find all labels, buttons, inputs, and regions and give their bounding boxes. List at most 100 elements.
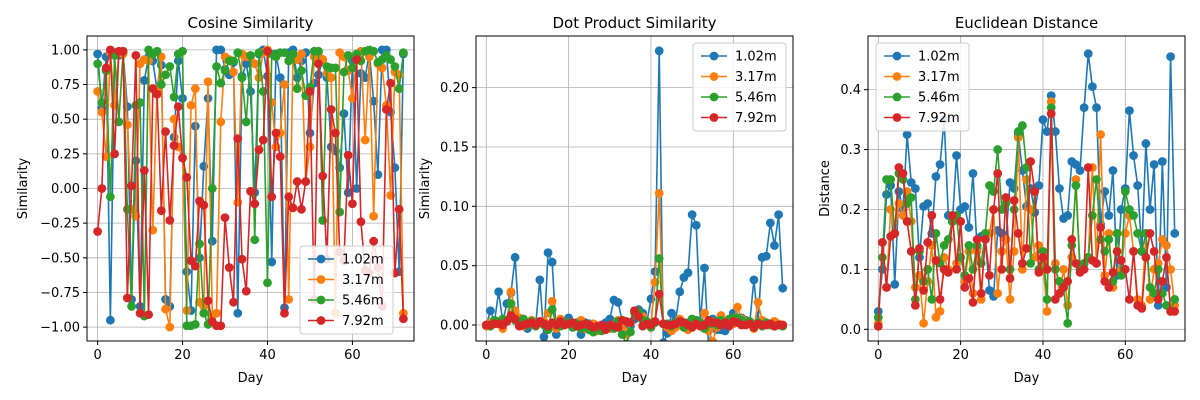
data-point	[1170, 294, 1180, 304]
data-point	[486, 306, 495, 316]
data-point	[890, 279, 900, 289]
data-point	[127, 301, 136, 311]
y-tick-label: 0.05	[440, 259, 469, 274]
data-point	[964, 273, 974, 283]
data-point	[774, 210, 783, 220]
data-point	[1166, 264, 1175, 274]
data-point	[173, 102, 183, 112]
data-point	[1005, 273, 1015, 283]
data-point	[105, 192, 115, 202]
data-point	[1120, 229, 1130, 238]
data-point	[246, 186, 255, 196]
data-point	[280, 308, 289, 318]
data-point	[1022, 244, 1031, 253]
data-point	[178, 46, 187, 56]
data-point	[394, 84, 404, 94]
x-tick-label: 0	[93, 348, 101, 363]
data-point	[1071, 181, 1081, 190]
data-point	[1092, 103, 1101, 113]
data-point	[1055, 184, 1064, 193]
x-tick-label: 0	[874, 348, 882, 363]
data-point	[902, 217, 912, 226]
data-point	[144, 310, 153, 320]
data-point	[1009, 196, 1019, 205]
data-point	[1042, 264, 1052, 274]
data-point	[135, 308, 145, 318]
data-point	[985, 270, 994, 280]
data-point	[931, 256, 941, 265]
data-point	[935, 294, 945, 304]
data-point	[878, 238, 887, 247]
data-point	[733, 302, 742, 312]
data-point	[348, 199, 357, 209]
chart-title: Cosine Similarity	[187, 14, 313, 32]
data-point	[118, 46, 128, 56]
y-tick-label: 0.50	[51, 113, 80, 128]
data-point	[250, 59, 260, 69]
data-point	[229, 56, 238, 66]
data-point	[352, 184, 362, 193]
data-point	[993, 288, 1003, 298]
legend: 1.02m 3.17m 5.46m 7.92m	[875, 42, 970, 132]
data-point	[326, 105, 336, 114]
data-point	[894, 187, 904, 196]
data-point	[968, 169, 978, 178]
data-point	[956, 217, 966, 226]
data-point	[1125, 294, 1134, 304]
y-tick-label: −1.00	[40, 321, 80, 336]
data-point	[246, 51, 255, 60]
data-point	[1116, 205, 1126, 214]
legend-marker	[709, 72, 719, 81]
data-point	[216, 117, 226, 127]
legend-label: 1.02m	[918, 50, 960, 65]
data-point	[1120, 187, 1130, 196]
data-point	[1145, 205, 1155, 214]
data-point	[207, 236, 217, 246]
legend-label: 3.17m	[735, 70, 777, 85]
data-point	[539, 332, 549, 341]
plot-frame	[475, 35, 794, 342]
data-point	[182, 267, 192, 277]
data-point	[1038, 115, 1048, 124]
data-point	[1059, 264, 1068, 274]
data-point	[1120, 264, 1130, 274]
data-point	[203, 77, 213, 87]
charts-container: 0 20 40 60−1.00−0.75−0.50−0.250.000.250.500…	[16, 14, 1186, 386]
data-point	[1092, 175, 1101, 184]
data-point	[161, 70, 170, 80]
data-point	[506, 299, 516, 309]
legend-label: 1.02m	[735, 50, 777, 65]
x-axis-label: Day	[238, 371, 264, 386]
data-point	[165, 215, 175, 225]
y-tick-label: 0.1	[840, 263, 861, 278]
data-point	[284, 56, 294, 66]
data-point	[348, 63, 357, 73]
data-point	[654, 254, 664, 263]
data-point	[972, 235, 982, 244]
data-point	[993, 145, 1003, 154]
data-point	[314, 46, 323, 56]
data-point	[915, 244, 924, 253]
y-tick-label: 0.20	[440, 81, 469, 96]
data-point	[1046, 109, 1056, 118]
data-point	[339, 109, 349, 119]
data-point	[943, 267, 953, 277]
x-tick-label: 0	[482, 348, 490, 363]
y-axis-label: Similarity	[16, 157, 31, 219]
y-tick-label: 0.10	[440, 200, 469, 215]
data-point	[241, 59, 251, 69]
data-point	[165, 62, 175, 71]
data-point	[1170, 306, 1180, 316]
data-point	[275, 152, 285, 162]
data-point	[931, 172, 941, 181]
data-point	[241, 286, 251, 296]
legend-label: 3.17m	[918, 70, 960, 85]
data-point	[989, 205, 998, 214]
chart-panel-3: 0 20 40 60 0.0 0.1 0.2 0.3 0.4 Euclidean Distance…	[818, 14, 1186, 386]
data-point	[292, 84, 302, 94]
data-point	[898, 169, 908, 178]
chart-panel-2: 0 20 40 60 0.00 0.05 0.10 0.15 0.20 Dot Product S…	[418, 14, 794, 386]
data-point	[250, 199, 260, 209]
legend-marker	[709, 51, 719, 61]
data-point	[494, 287, 504, 297]
